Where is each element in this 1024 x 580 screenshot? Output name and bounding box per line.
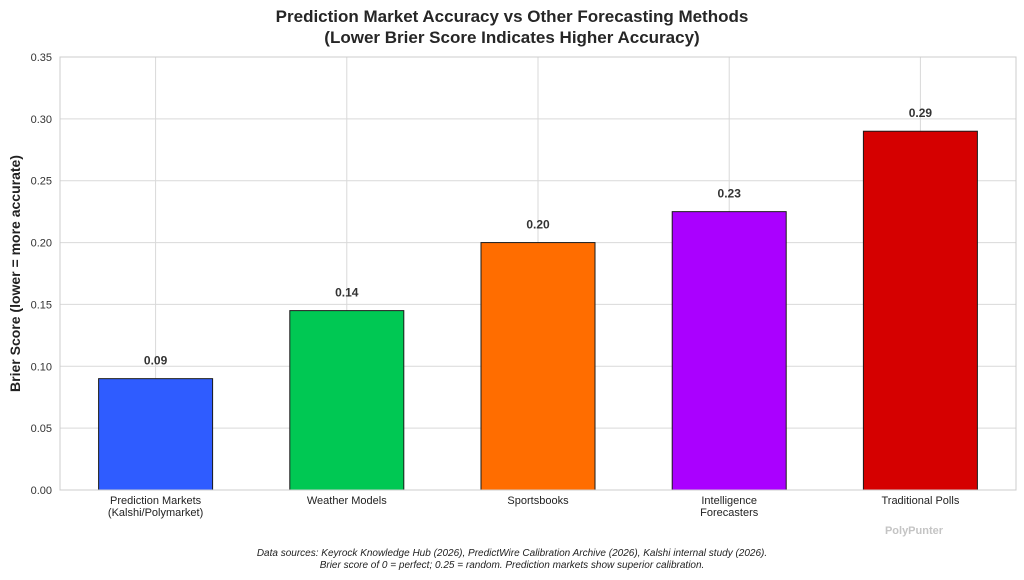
bar: [671, 211, 787, 491]
y-axis-label: Brier Score (lower = more accurate): [7, 155, 23, 392]
bar: [289, 310, 405, 491]
bar-value-label: 0.23: [718, 187, 742, 201]
y-tick-label: 0.25: [31, 176, 52, 188]
x-category-label: Intelligence: [701, 495, 757, 507]
bars: [98, 130, 978, 491]
y-tick-label: 0.20: [31, 238, 52, 250]
x-category-label: Traditional Polls: [881, 495, 959, 507]
bar: [862, 130, 978, 491]
bar-value-label: 0.20: [526, 218, 550, 232]
bar-value-label: 0.29: [909, 106, 933, 120]
footnote-line-2: Brier score of 0 = perfect; 0.25 = rando…: [319, 560, 705, 571]
footnote: Data sources: Keyrock Knowledge Hub (202…: [0, 548, 1024, 572]
x-category-label: Prediction Markets: [110, 495, 202, 507]
x-category-label: Weather Models: [307, 495, 387, 507]
watermark: PolyPunter: [885, 525, 944, 537]
y-tick-label: 0.35: [31, 52, 52, 64]
x-axis-categories: Prediction Markets(Kalshi/Polymarket) Wea…: [108, 495, 960, 519]
bar-value-label: 0.09: [144, 354, 168, 368]
x-category-label: (Kalshi/Polymarket): [108, 507, 203, 519]
y-tick-label: 0.05: [31, 423, 52, 435]
bar: [480, 242, 596, 491]
chart-title-line-1: Prediction Market Accuracy vs Other Fore…: [275, 7, 749, 26]
x-category-label: Forecasters: [700, 507, 759, 519]
bar-value-label: 0.14: [335, 286, 359, 300]
chart-title-line-2: (Lower Brier Score Indicates Higher Accu…: [324, 28, 700, 47]
x-category-label: Sportsbooks: [507, 495, 569, 507]
value-labels: 0.09 0.14 0.20 0.23 0.29: [144, 106, 932, 367]
y-tick-label: 0.30: [31, 114, 52, 126]
plot-area-frame: [59, 56, 1017, 491]
y-tick-label: 0.00: [31, 485, 52, 497]
y-tick-label: 0.15: [31, 299, 52, 311]
footnote-line-1: Data sources: Keyrock Knowledge Hub (202…: [256, 548, 768, 559]
chart-title: Prediction Market Accuracy vs Other Fore…: [0, 6, 1024, 48]
bar: [98, 378, 214, 491]
y-axis-ticks: 0.00 0.05 0.10 0.15 0.20 0.25 0.30 0.35: [31, 52, 52, 497]
y-tick-label: 0.10: [31, 361, 52, 373]
